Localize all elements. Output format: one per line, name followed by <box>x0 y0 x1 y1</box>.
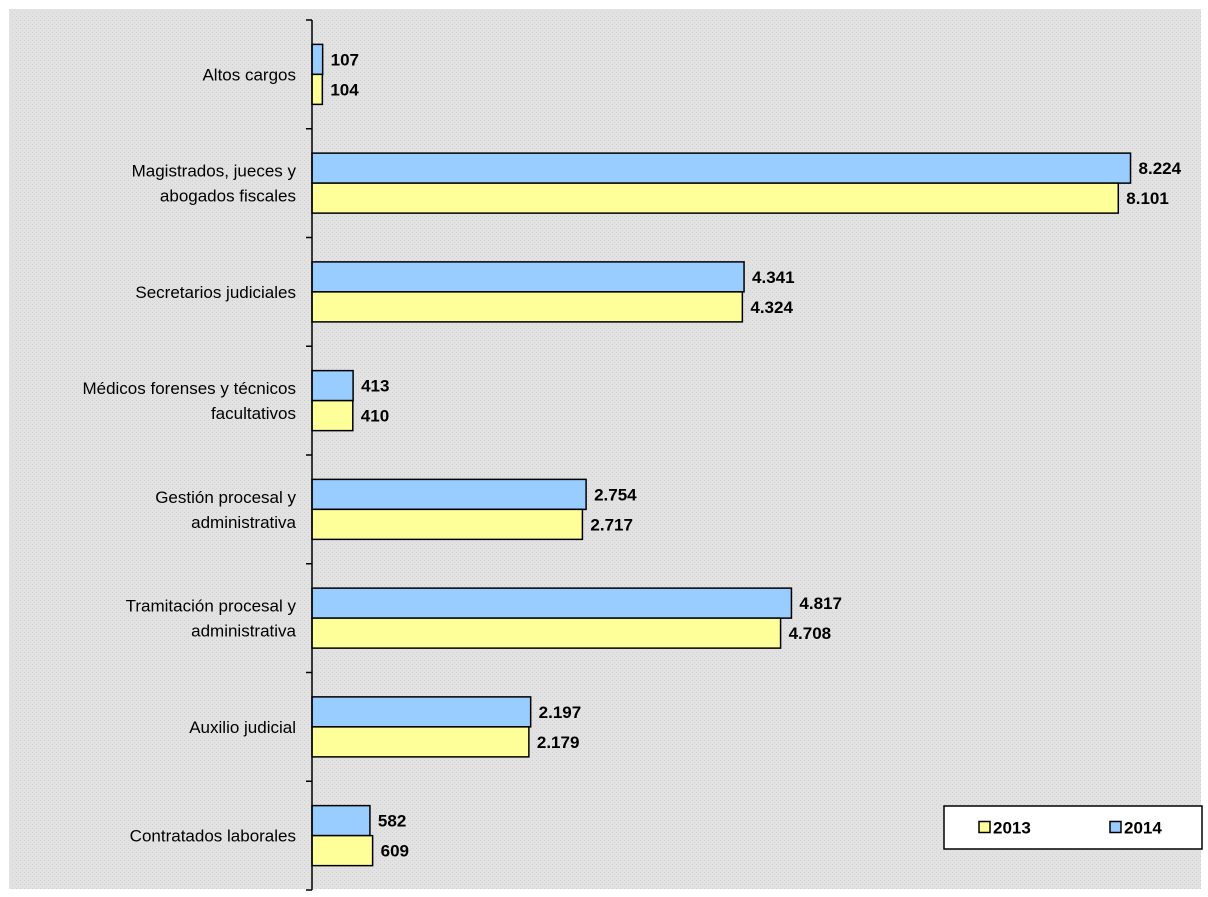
category-label-2: Secretarios judiciales <box>135 283 296 302</box>
category-label-6: Auxilio judicial <box>189 718 296 737</box>
bar-2014-5 <box>311 587 793 619</box>
category-axis <box>306 19 313 891</box>
value-label-2013-5: 4.708 <box>789 624 832 643</box>
value-label-2014-7: 582 <box>378 812 406 831</box>
value-label-2014-6: 2.197 <box>539 703 582 722</box>
bar-2014-7 <box>311 804 371 837</box>
bar-2013-4 <box>311 508 584 541</box>
category-label-7: Contratados laborales <box>130 827 296 846</box>
bar-2013-3 <box>311 399 354 432</box>
category-label-3-line-1: facultativos <box>211 404 296 423</box>
value-label-2014-5: 4.817 <box>799 594 842 613</box>
value-label-2013-7: 609 <box>381 842 409 861</box>
value-labels: 107 104 8.224 8.101 4.341 4.324 413 410 2.754 2.7… <box>330 50 1181 860</box>
legend-label-2013: 2013 <box>993 819 1031 838</box>
value-label-2014-1: 8.224 <box>1139 159 1182 178</box>
value-label-2014-2: 4.341 <box>752 268 795 287</box>
bars-layer <box>311 43 1132 867</box>
value-label-2013-1: 8.101 <box>1126 189 1169 208</box>
category-label-5-line-0: Tramitación procesal y <box>126 597 297 616</box>
bar-2013-1 <box>311 182 1120 214</box>
bar-2013-2 <box>311 291 744 323</box>
bar-2014-1 <box>311 152 1132 184</box>
value-label-2013-6: 2.179 <box>537 733 580 752</box>
legend-swatch-2014 <box>1109 820 1122 834</box>
value-label-2014-3: 413 <box>361 377 389 396</box>
category-labels: Altos cargos Magistrados, jueces y abogado… <box>82 65 296 845</box>
category-label-1-line-1: abogados fiscales <box>160 187 296 206</box>
plot-background <box>9 9 1201 889</box>
legend: 2013 2014 <box>943 805 1203 850</box>
value-label-2013-3: 410 <box>361 407 389 426</box>
bar-2014-4 <box>311 478 587 511</box>
category-label-4-line-0: Gestión procesal y <box>155 488 296 507</box>
category-label-0: Altos cargos <box>202 65 296 84</box>
bar-2013-0 <box>311 73 324 106</box>
category-label-3-line-0: Médicos forenses y técnicos <box>82 379 296 398</box>
value-label-2014-0: 107 <box>331 50 359 69</box>
bar-2013-7 <box>311 834 374 867</box>
value-label-2013-2: 4.324 <box>750 298 793 317</box>
value-label-2013-0: 104 <box>330 80 359 99</box>
bar-2014-6 <box>311 696 532 728</box>
category-label-1-line-0: Magistrados, jueces y <box>132 162 297 181</box>
bar-2014-3 <box>311 369 354 402</box>
value-label-2013-4: 2.717 <box>590 515 633 534</box>
bar-2013-6 <box>311 726 530 758</box>
bar-2014-0 <box>311 43 324 76</box>
category-label-4-line-1: administrativa <box>191 513 296 532</box>
legend-swatch-2013 <box>978 820 991 834</box>
category-label-5-line-1: administrativa <box>191 622 296 641</box>
value-label-2014-4: 2.754 <box>594 485 637 504</box>
bar-2014-2 <box>311 261 745 293</box>
legend-label-2014: 2014 <box>1124 819 1162 838</box>
bar-2013-5 <box>311 617 782 649</box>
